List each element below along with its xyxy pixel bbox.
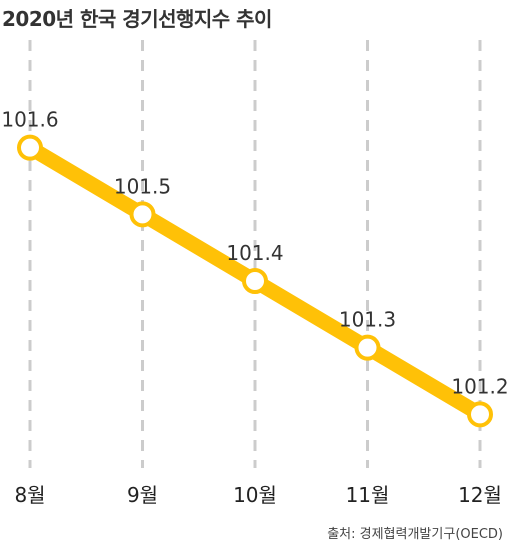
data-label: 101.6 [1, 108, 58, 132]
data-label: 101.5 [114, 174, 171, 198]
data-point [17, 134, 43, 161]
data-label: 101.3 [339, 308, 396, 332]
data-label: 101.2 [451, 374, 508, 398]
x-tick-label: 10월 [233, 483, 277, 507]
data-point [467, 401, 493, 428]
x-tick-label: 9월 [127, 483, 158, 507]
x-tick-label: 11월 [346, 483, 390, 507]
x-tick-label: 8월 [14, 483, 45, 507]
data-point [354, 334, 381, 361]
data-point [129, 201, 156, 228]
chart-title: 2020년 한국 경기선행지수 추이 [2, 7, 272, 31]
data-label: 101.4 [226, 241, 283, 265]
x-tick-label: 12월 [458, 483, 502, 507]
source-note: 출처: 경제협력개발기구(OECD) [327, 527, 503, 542]
data-point [242, 268, 268, 294]
